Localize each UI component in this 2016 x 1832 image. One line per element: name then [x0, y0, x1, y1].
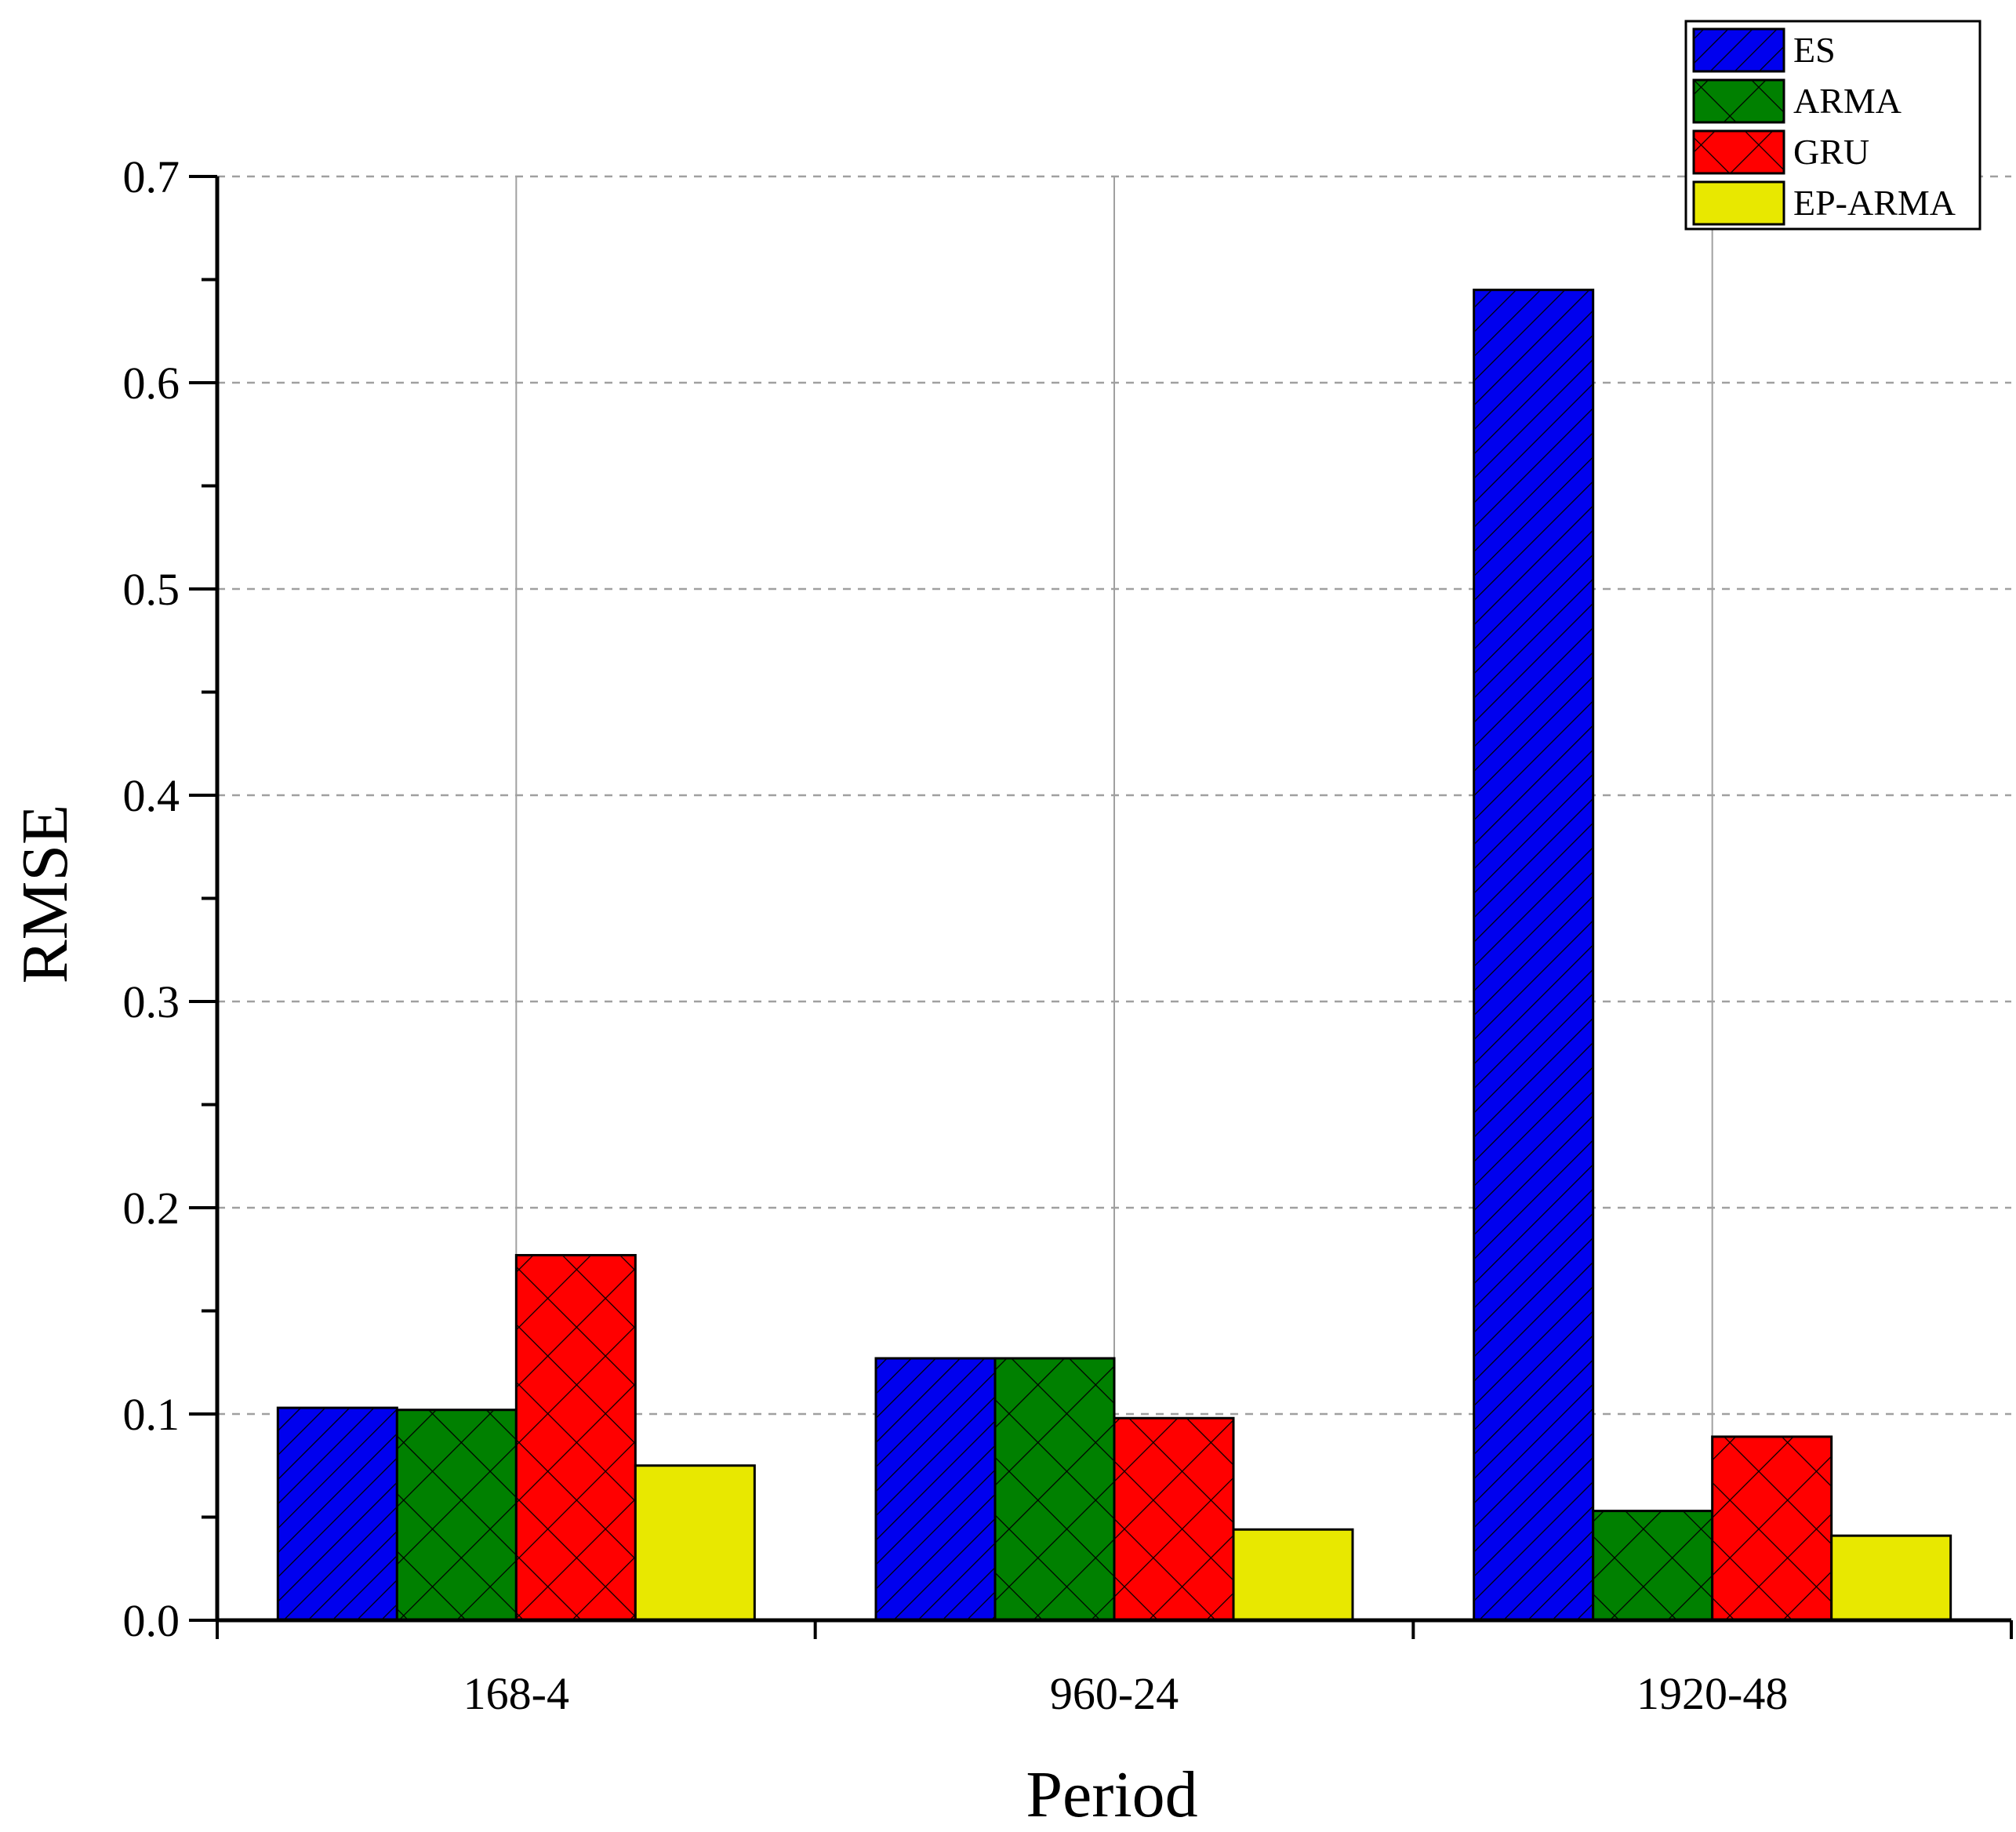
- legend-swatch-outline: [1692, 78, 1785, 124]
- legend: ES ARMA GRU EP-ARMA: [1684, 20, 1981, 231]
- y-tick-label: 0.4: [123, 770, 180, 821]
- legend-label: ARMA: [1793, 81, 1902, 121]
- bar-gru-168-4: [514, 1253, 637, 1622]
- bar-es-960-24: [874, 1357, 997, 1622]
- y-tick-label: 0.6: [123, 358, 180, 409]
- bar-pattern: [397, 1409, 517, 1620]
- legend-swatch-pattern: [1694, 80, 1784, 122]
- bar-pattern: [876, 1358, 995, 1620]
- bar-fill: [635, 1465, 755, 1620]
- legend-item-ep-arma: EP-ARMA: [1692, 180, 1956, 226]
- legend-item-arma: ARMA: [1692, 78, 1902, 124]
- bar-fill: [1831, 1536, 1951, 1620]
- x-axis-title: Period: [1026, 1758, 1197, 1828]
- legend-swatch-pattern: [1694, 131, 1784, 173]
- bar-es-1920-48: [1473, 289, 1595, 1622]
- y-tick-label: 0.5: [123, 564, 180, 615]
- legend-swatch-outline: [1692, 27, 1785, 73]
- bars: [276, 289, 1952, 1622]
- y-tick-label: 0.0: [123, 1595, 180, 1646]
- y-tick-label: 0.2: [123, 1183, 180, 1234]
- grid: [217, 175, 2011, 1620]
- bar-pattern: [516, 1255, 636, 1620]
- bar-gru-960-24: [1113, 1416, 1235, 1622]
- legend-item-gru: GRU: [1692, 129, 1869, 175]
- legend-swatch-pattern: [1694, 29, 1784, 71]
- bar-ep-arma-1920-48: [1830, 1534, 1952, 1622]
- axes: 0.0 0.1 0.2 0.3 0.4 0.5 0.6 0.7 168-4 960-24 1920-…: [123, 151, 2013, 1719]
- y-axis-title: RMSE: [9, 805, 82, 984]
- bar-pattern: [1593, 1510, 1713, 1620]
- legend-item-es: ES: [1692, 27, 1836, 73]
- bar-pattern: [278, 1408, 398, 1620]
- bar-ep-arma-168-4: [634, 1464, 756, 1622]
- legend-label: GRU: [1793, 132, 1869, 172]
- x-tick-label: 168-4: [463, 1668, 569, 1719]
- bar-ep-arma-960-24: [1232, 1528, 1354, 1622]
- bar-gru-1920-48: [1711, 1435, 1833, 1622]
- x-tick-label: 960-24: [1050, 1668, 1179, 1719]
- legend-label: ES: [1793, 30, 1836, 70]
- legend-swatch: [1694, 182, 1784, 224]
- y-tick-label: 0.3: [123, 976, 180, 1027]
- bar-arma-168-4: [395, 1409, 518, 1622]
- bar-arma-960-24: [993, 1357, 1116, 1622]
- bar-pattern: [1114, 1418, 1233, 1620]
- legend-label: EP-ARMA: [1793, 183, 1956, 223]
- bar-pattern: [1712, 1436, 1832, 1620]
- y-tick-label: 0.7: [123, 151, 180, 202]
- bar-pattern: [1473, 289, 1593, 1620]
- x-tick-label: 1920-48: [1636, 1668, 1788, 1719]
- bar-es-168-4: [276, 1406, 398, 1622]
- bar-pattern: [995, 1358, 1114, 1620]
- y-tick-label: 0.1: [123, 1389, 180, 1440]
- legend-swatch-outline: [1692, 180, 1785, 226]
- bar-arma-1920-48: [1592, 1510, 1714, 1622]
- bar-fill: [1233, 1529, 1353, 1620]
- legend-swatch-outline: [1692, 129, 1785, 175]
